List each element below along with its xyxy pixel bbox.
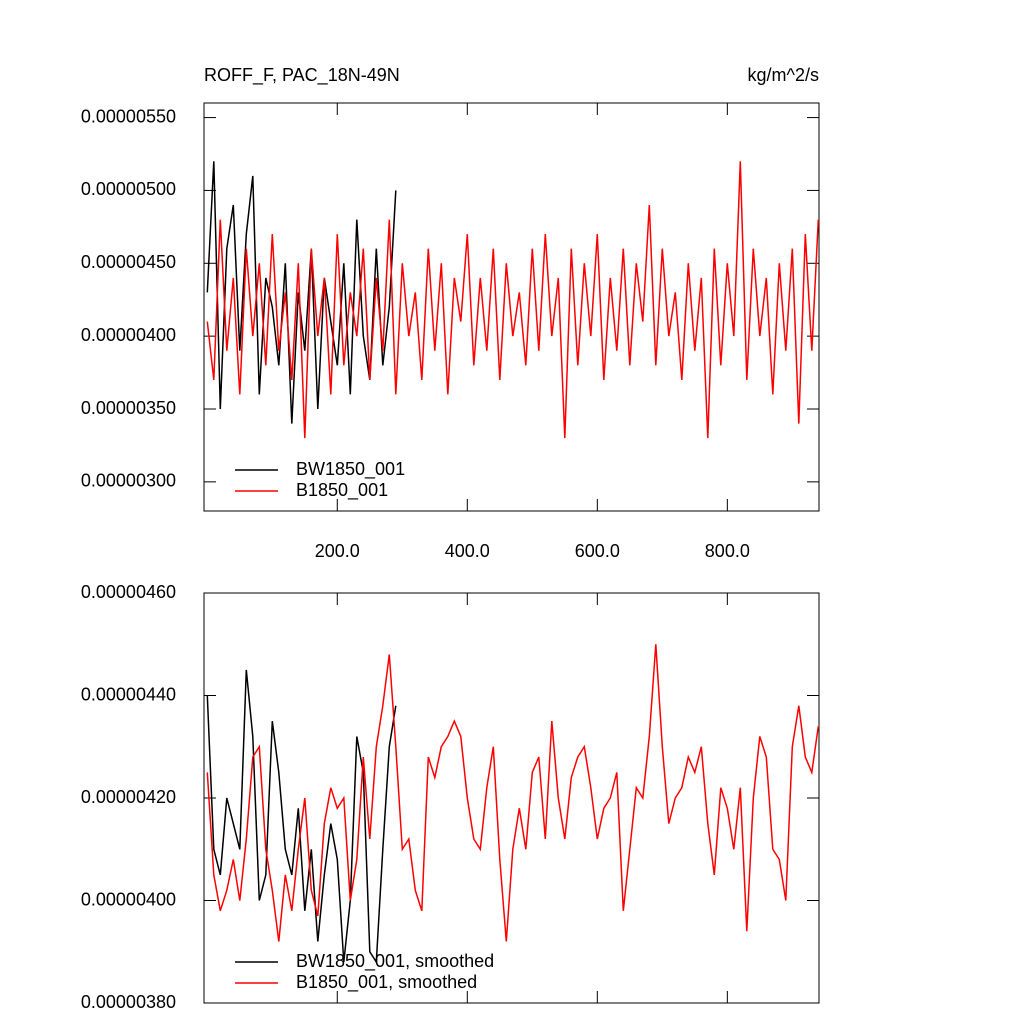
y-tick-label: 0.00000450 — [81, 252, 176, 272]
plot-frame — [203, 592, 820, 1004]
y-tick-label: 0.00000500 — [81, 179, 176, 199]
y-tick-label: 0.00000300 — [81, 471, 176, 491]
plot-frame — [203, 102, 820, 512]
series-line — [206, 161, 397, 424]
y-tick-label: 0.00000550 — [81, 106, 176, 126]
y-tick-label: 0.00000380 — [81, 992, 176, 1012]
y-tick-label: 0.00000420 — [81, 787, 176, 807]
x-tick-label: 600.0 — [575, 541, 620, 561]
series-line — [206, 161, 820, 439]
series-line — [206, 669, 397, 965]
y-tick-label: 0.00000440 — [81, 684, 176, 704]
chart-title: ROFF_F, PAC_18N-49N — [204, 65, 400, 86]
legend-label: BW1850_001, smoothed — [296, 951, 494, 972]
legend-label: BW1850_001 — [296, 459, 405, 480]
y-tick-label: 0.00000400 — [81, 325, 176, 345]
y-tick-label: 0.00000400 — [81, 889, 176, 909]
legend-label: B1850_001 — [296, 480, 388, 501]
x-tick-label: 200.0 — [315, 541, 360, 561]
legend-label: B1850_001, smoothed — [296, 972, 477, 993]
x-tick-label: 800.0 — [705, 541, 750, 561]
units-label: kg/m^2/s — [748, 65, 819, 85]
series-line — [206, 644, 820, 942]
y-tick-label: 0.00000460 — [81, 582, 176, 602]
y-tick-label: 0.00000350 — [81, 398, 176, 418]
x-tick-label: 400.0 — [445, 541, 490, 561]
